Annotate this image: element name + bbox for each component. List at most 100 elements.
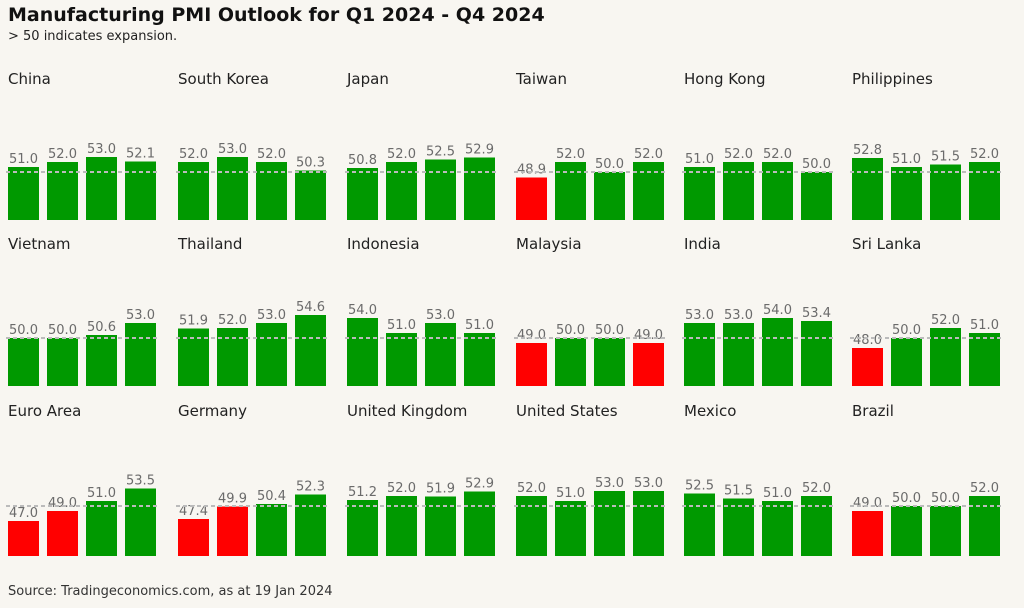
panel-indonesia: Indonesia 54.0 51.0 53.0 51.0	[345, 235, 512, 395]
bar	[295, 170, 326, 220]
bar	[891, 338, 922, 386]
data-label: 51.9	[426, 482, 455, 497]
panel-united-states: United States 52.0 51.0 53.0 53.0	[514, 402, 681, 562]
bar	[633, 162, 664, 220]
data-label: 53.0	[218, 142, 247, 157]
data-label: 53.0	[257, 308, 286, 323]
panel-chart: 52.0 51.0 53.0 53.0	[514, 476, 666, 556]
panel-title: United States	[516, 402, 618, 420]
chart-subtitle: > 50 indicates expansion.	[8, 29, 178, 44]
data-label: 50.8	[348, 153, 377, 168]
data-label: 53.0	[724, 308, 753, 323]
bar	[217, 328, 248, 386]
panel-brazil: Brazil 49.0 50.0 50.0 52.0	[850, 402, 1017, 562]
panel-chart: 52.5 51.5 51.0 52.0	[682, 479, 834, 556]
panel-title: Euro Area	[8, 402, 82, 420]
panel-thailand: Thailand 51.9 52.0 53.0 54.6	[176, 235, 343, 395]
data-label: 51.0	[892, 152, 921, 167]
bar	[852, 348, 883, 386]
bar	[930, 506, 961, 556]
bar	[178, 519, 209, 556]
bar	[8, 521, 39, 556]
panel-title: Vietnam	[8, 235, 71, 253]
bar	[125, 488, 156, 556]
panel-title: India	[684, 235, 721, 253]
panel-chart: 48.9 52.0 50.0 52.0	[514, 147, 666, 220]
chart-title: Manufacturing PMI Outlook for Q1 2024 - …	[8, 4, 545, 26]
panel-title: Germany	[178, 402, 247, 420]
panel-chart: 47.4 49.9 50.4 52.3	[176, 480, 328, 556]
panel-sri-lanka: Sri Lanka 48.0 50.0 52.0 51.0	[850, 235, 1017, 395]
bar	[633, 491, 664, 556]
bar	[723, 323, 754, 386]
panel-title: Philippines	[852, 70, 933, 88]
panel-chart: 52.8 51.0 51.5 52.0	[850, 143, 1002, 220]
data-label: 51.0	[556, 486, 585, 501]
data-label: 53.0	[126, 308, 155, 323]
panel-title: Sri Lanka	[852, 235, 922, 253]
bar	[891, 506, 922, 556]
bar	[762, 318, 793, 386]
data-label: 52.0	[387, 481, 416, 496]
data-label: 52.0	[724, 147, 753, 162]
panel-chart: 50.0 50.0 50.6 53.0	[6, 308, 158, 386]
data-label: 50.6	[87, 320, 116, 335]
panel-chart: 54.0 51.0 53.0 51.0	[345, 303, 497, 386]
bar	[801, 321, 832, 386]
panel-taiwan: Taiwan 48.9 52.0 50.0 52.0	[514, 70, 681, 230]
panel-title: Hong Kong	[684, 70, 766, 88]
panel-germany: Germany 47.4 49.9 50.4 52.3	[176, 402, 343, 562]
data-label: 51.5	[724, 484, 753, 499]
bar	[86, 157, 117, 220]
data-label: 52.1	[126, 147, 155, 162]
data-label: 51.9	[179, 314, 208, 329]
data-label: 52.0	[218, 313, 247, 328]
bar	[256, 504, 287, 556]
bar	[723, 498, 754, 556]
panel-chart: 51.0 52.0 53.0 52.1	[6, 142, 158, 220]
bar	[762, 501, 793, 556]
data-label: 50.3	[296, 156, 325, 171]
panel-china: China 51.0 52.0 53.0 52.1	[6, 70, 173, 230]
bar	[47, 338, 78, 386]
data-label: 53.0	[426, 308, 455, 323]
bar	[8, 338, 39, 386]
panel-mexico: Mexico 52.5 51.5 51.0 52.0	[682, 402, 849, 562]
panel-united-kingdom: United Kingdom 51.2 52.0 51.9 52.9	[345, 402, 512, 562]
bar	[594, 491, 625, 556]
bar	[295, 494, 326, 556]
panel-title: Thailand	[178, 235, 243, 253]
bar	[464, 491, 495, 556]
bar	[633, 343, 664, 386]
panel-philippines: Philippines 52.8 51.0 51.5 52.0	[850, 70, 1017, 230]
data-label: 48.0	[853, 333, 882, 348]
data-label: 52.5	[426, 145, 455, 160]
panel-vietnam: Vietnam 50.0 50.0 50.6 53.0	[6, 235, 173, 395]
bar	[256, 162, 287, 220]
bar	[930, 164, 961, 220]
data-label: 52.5	[685, 479, 714, 494]
panel-title: Japan	[347, 70, 389, 88]
bar	[852, 511, 883, 556]
data-label: 53.0	[634, 476, 663, 491]
data-label: 51.0	[685, 152, 714, 167]
bar	[125, 323, 156, 386]
panel-chart: 51.2 52.0 51.9 52.9	[345, 477, 497, 556]
bar	[217, 506, 248, 556]
data-label: 50.0	[9, 323, 38, 338]
data-label: 51.0	[9, 152, 38, 167]
panel-title: Mexico	[684, 402, 737, 420]
data-label: 54.0	[763, 303, 792, 318]
bar	[464, 157, 495, 220]
data-label: 49.0	[853, 496, 882, 511]
data-label: 50.0	[802, 157, 831, 172]
bar	[217, 157, 248, 220]
panel-chart: 49.0 50.0 50.0 52.0	[850, 481, 1002, 556]
panel-south-korea: South Korea 52.0 53.0 52.0 50.3	[176, 70, 343, 230]
panel-title: Indonesia	[347, 235, 420, 253]
bar	[425, 159, 456, 220]
bar	[555, 162, 586, 220]
data-label: 52.9	[465, 143, 494, 158]
bar	[801, 172, 832, 220]
data-label: 52.0	[970, 481, 999, 496]
